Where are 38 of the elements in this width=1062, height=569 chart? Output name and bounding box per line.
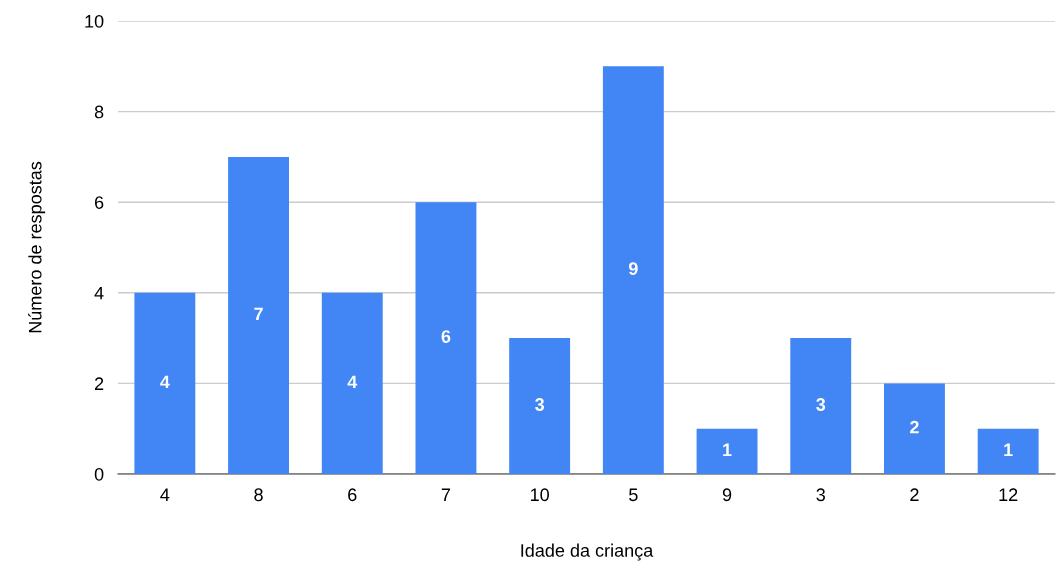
y-tick-label: 2	[94, 377, 104, 390]
bar	[696, 428, 758, 474]
data-label: 1	[723, 443, 732, 457]
y-axis-title: Número de respostas	[28, 161, 46, 333]
data-label: 4	[160, 375, 170, 389]
data-label: 9	[628, 262, 638, 275]
y-tick-label: 4	[94, 286, 104, 300]
bar	[228, 156, 289, 474]
x-tick-label: 9	[722, 488, 732, 502]
x-tick-label: 4	[160, 488, 170, 501]
data-label: 6	[441, 330, 451, 343]
x-tick-label: 5	[629, 488, 638, 502]
y-tick-label: 8	[94, 105, 104, 119]
bar	[509, 338, 571, 474]
x-tick-label: 3	[816, 488, 825, 502]
x-tick-label: 2	[910, 488, 919, 501]
data-label: 3	[816, 398, 826, 411]
y-tick-label: 0	[94, 467, 104, 481]
bar	[321, 292, 383, 474]
data-label: 7	[254, 307, 263, 321]
x-axis-title: Idade da criança	[521, 543, 654, 561]
data-label: 3	[535, 398, 545, 411]
bar	[134, 292, 196, 474]
x-tick-label: 10	[530, 488, 549, 502]
y-tick-label: 10	[85, 14, 104, 28]
data-label: 4	[347, 375, 358, 389]
x-tick-label: 8	[254, 488, 263, 502]
data-label: 2	[910, 420, 919, 434]
bar	[415, 202, 477, 474]
x-tick-label: 12	[999, 488, 1018, 501]
bar	[977, 428, 1039, 474]
bar	[602, 66, 664, 474]
bar	[884, 383, 945, 474]
y-tick-label: 6	[94, 196, 104, 209]
x-tick-label: 6	[348, 488, 357, 502]
bar	[790, 338, 852, 474]
x-tick-label: 7	[441, 488, 451, 501]
data-label: 1	[1004, 443, 1013, 457]
